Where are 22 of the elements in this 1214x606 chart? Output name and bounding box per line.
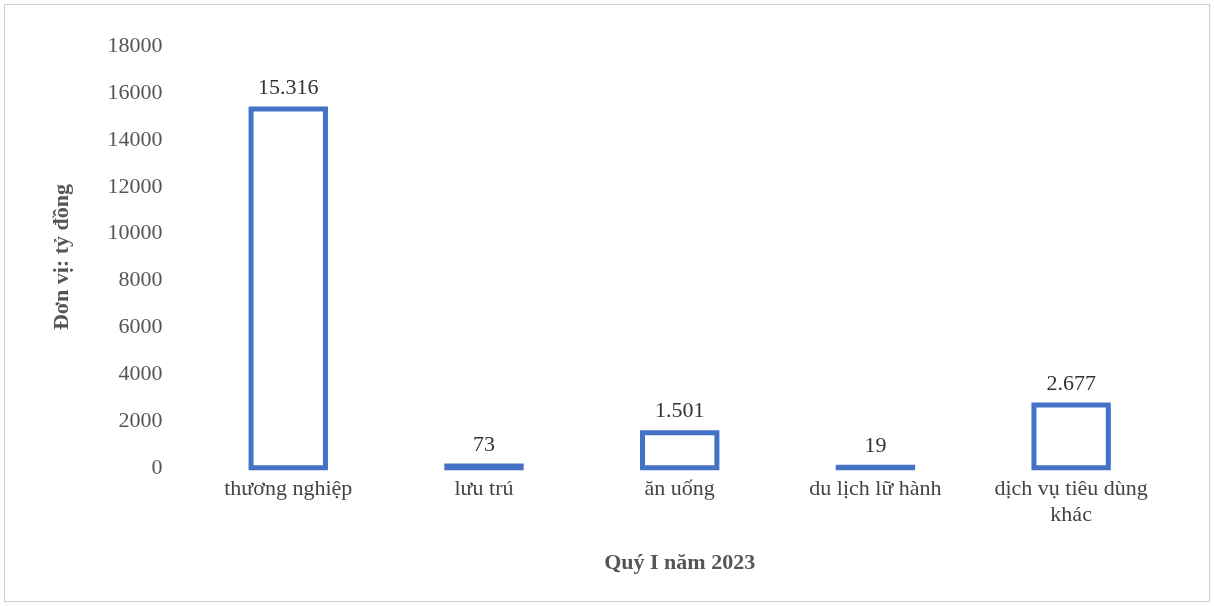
x-axis-title: Quý I năm 2023 [604,549,756,575]
x-tick-label: thương nghiệp [224,474,353,500]
y-tick-label: 12000 [107,172,163,198]
data-label: 2.677 [1046,369,1096,395]
x-tick-label: lưu trú [454,474,514,500]
x-tick-label: dịch vụ tiêu dùng khác [994,474,1148,527]
y-tick-label: 10000 [107,219,163,245]
y-tick-label: 0 [151,453,163,479]
y-axis-title: Đơn vị: tỷ đồng [47,183,73,331]
data-label: 19 [864,432,887,458]
y-tick-label: 14000 [107,125,163,151]
data-label: 73 [472,430,495,456]
y-tick-label: 18000 [107,31,163,57]
data-label: 15.316 [258,73,319,99]
y-tick-label: 6000 [118,313,163,339]
y-tick-label: 16000 [107,78,163,104]
y-tick-label: 4000 [118,359,163,385]
y-tick-label: 2000 [118,406,163,432]
x-tick-label: du lịch lữ hành [809,474,942,500]
y-tick-label: 8000 [118,266,163,292]
x-tick-label: ăn uống [644,474,715,500]
data-label: 1.501 [654,397,705,423]
